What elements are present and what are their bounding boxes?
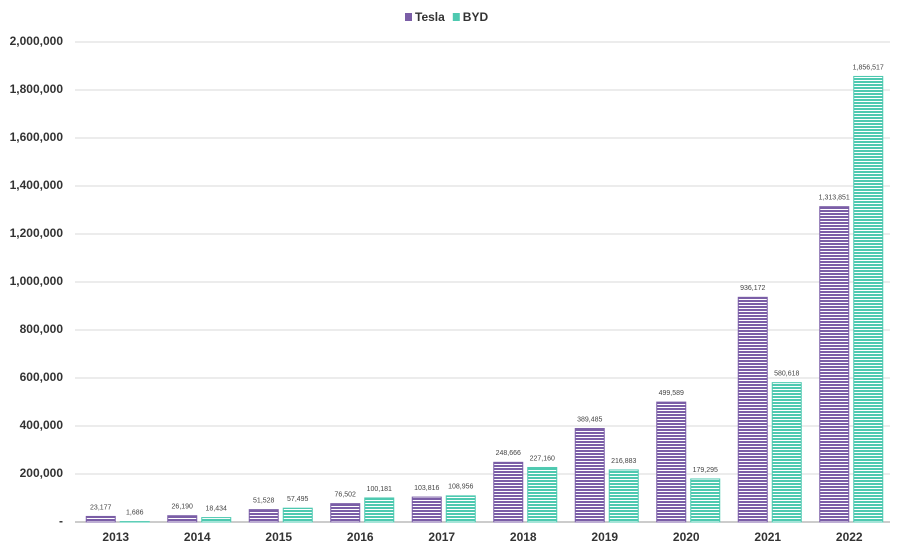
bar (248, 509, 279, 523)
y-tick-label: 800,000 (20, 322, 64, 336)
bar (493, 461, 524, 523)
value-label: 103,816 (414, 485, 439, 492)
x-tick-label: 2022 (836, 530, 863, 544)
legend-swatch (452, 13, 460, 21)
y-tick-label: 1,000,000 (10, 274, 64, 288)
bar (656, 401, 687, 523)
value-label: 580,618 (774, 370, 799, 377)
value-label: 1,313,851 (819, 195, 850, 202)
value-label: 23,177 (90, 504, 112, 511)
value-label: 108,956 (448, 484, 473, 491)
value-label: 51,528 (253, 497, 275, 504)
x-tick-label: 2014 (184, 530, 211, 544)
y-tick-label: 1,400,000 (10, 178, 64, 192)
value-label: 499,589 (659, 390, 684, 397)
x-tick-label: 2015 (265, 530, 292, 544)
y-tick-label: 1,600,000 (10, 130, 64, 144)
bar (527, 466, 558, 523)
y-tick-label: 2,000,000 (10, 34, 64, 48)
x-tick-label: 2013 (102, 530, 129, 544)
value-label: 76,502 (335, 491, 357, 498)
value-label: 100,181 (367, 486, 392, 493)
bar (411, 496, 442, 523)
value-label: 389,485 (577, 416, 602, 423)
x-tick-label: 2018 (510, 530, 537, 544)
value-label: 248,666 (496, 450, 521, 457)
x-tick-label: 2021 (754, 530, 781, 544)
value-label: 18,434 (206, 505, 228, 512)
value-label: 179,295 (693, 467, 718, 474)
bar (201, 517, 232, 523)
value-label: 57,495 (287, 496, 309, 503)
bar (167, 515, 198, 523)
value-label: 1,856,517 (853, 64, 884, 71)
bar (282, 507, 313, 523)
bar (771, 382, 802, 523)
legend-label: BYD (463, 10, 489, 24)
y-tick-label: 1,800,000 (10, 82, 64, 96)
y-tick-label: 400,000 (20, 418, 64, 432)
legend-label: Tesla (415, 10, 445, 24)
bar (330, 503, 361, 523)
x-tick-label: 2016 (347, 530, 374, 544)
x-tick-label: 2017 (428, 530, 455, 544)
y-tick-label: 200,000 (20, 466, 64, 480)
value-label: 26,190 (172, 504, 194, 511)
value-label: 227,160 (530, 455, 555, 462)
bar (364, 497, 395, 523)
bar (445, 495, 476, 523)
x-tick-label: 2020 (673, 530, 700, 544)
bar (85, 515, 116, 523)
legend-swatch (405, 13, 412, 21)
value-label: 1,686 (126, 509, 144, 516)
y-tick-label: - (59, 514, 63, 528)
value-label: 216,883 (611, 458, 636, 465)
bar (574, 428, 605, 523)
y-tick-label: 1,200,000 (10, 226, 64, 240)
bar (608, 469, 639, 523)
bar (819, 206, 850, 523)
x-tick-label: 2019 (591, 530, 618, 544)
bar (737, 296, 768, 523)
value-label: 936,172 (740, 285, 765, 292)
y-tick-label: 600,000 (20, 370, 64, 384)
bar (690, 478, 721, 523)
bar (853, 75, 884, 523)
